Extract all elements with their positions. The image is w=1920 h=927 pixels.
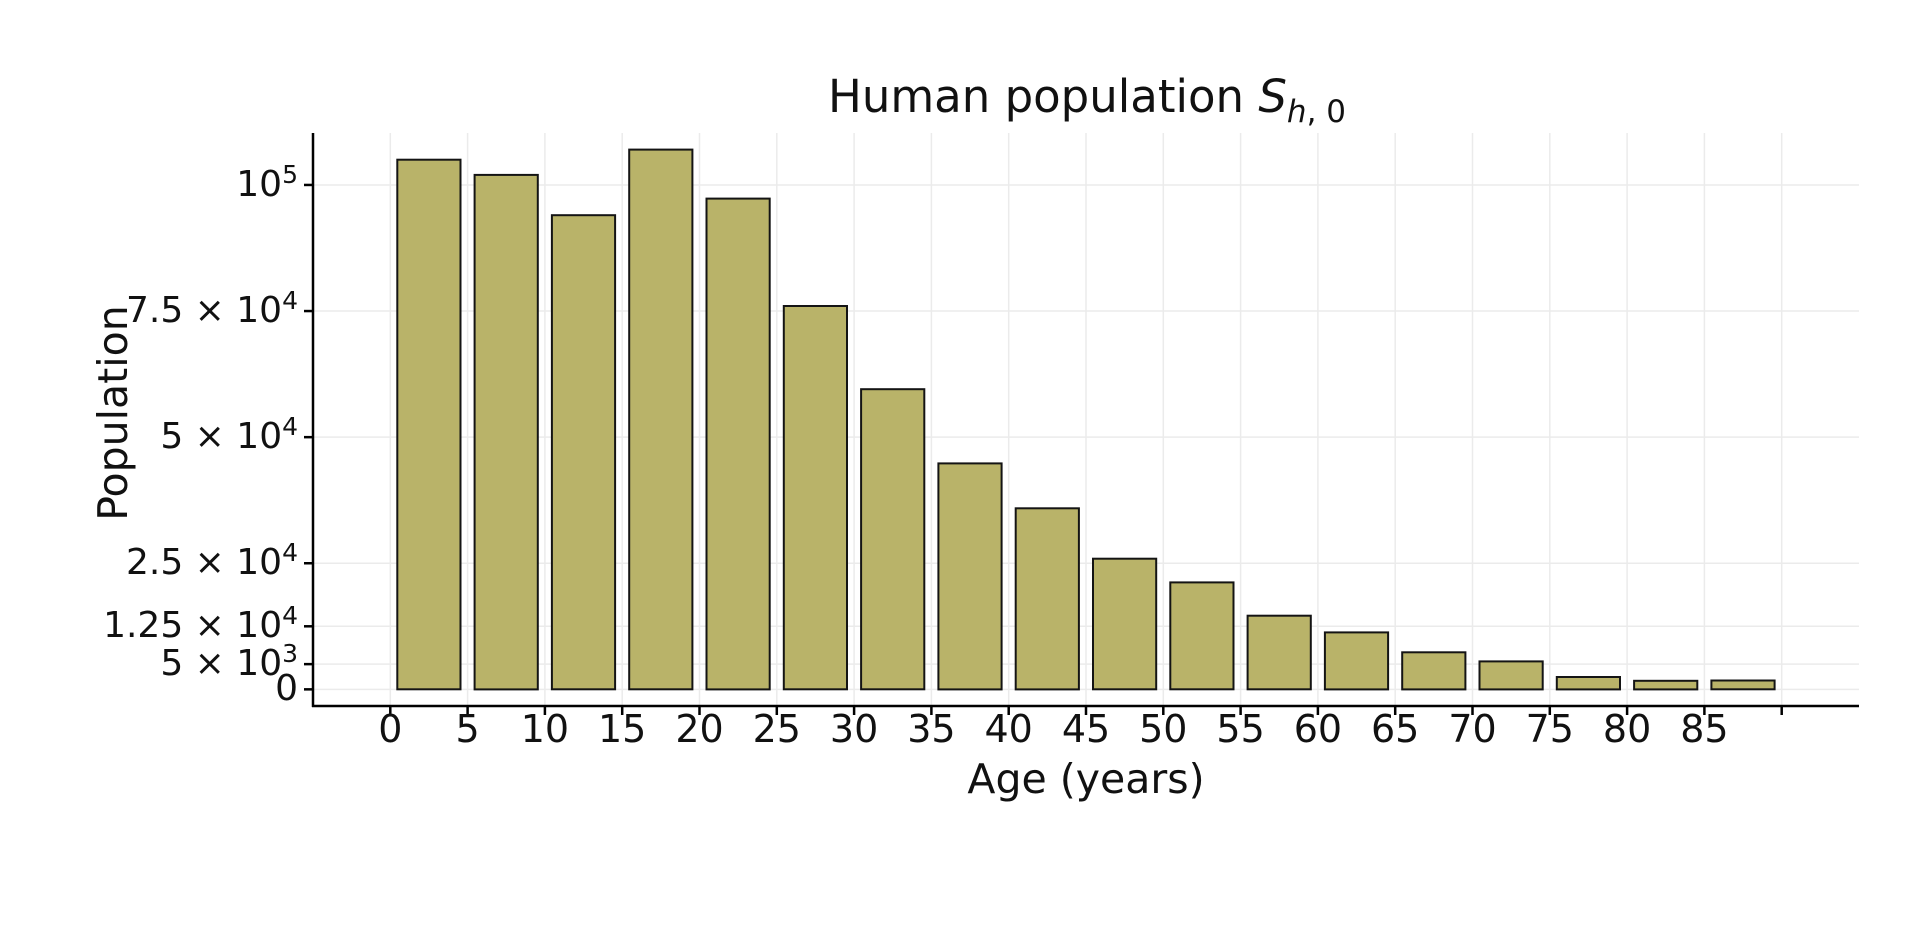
x-tick-label-30: 30 xyxy=(829,707,879,751)
x-tick-label-5: 5 xyxy=(455,707,480,751)
x-axis-label: Age (years) xyxy=(967,755,1205,803)
bar-age-45-50 xyxy=(1092,557,1158,691)
chart-title-subscript: h, 0 xyxy=(1286,94,1347,130)
x-tick-label-10: 10 xyxy=(520,707,570,751)
y-tick-label-25000: 2.5 × 104 xyxy=(125,538,298,584)
x-tick-label-50: 50 xyxy=(1139,707,1188,751)
bar-age-10-15 xyxy=(550,214,617,691)
bar-age-20-25 xyxy=(705,197,771,691)
bar-age-65-70 xyxy=(1401,651,1467,691)
bar-age-80-85 xyxy=(1633,679,1699,691)
x-tick-label-65: 65 xyxy=(1371,707,1420,751)
x-tick-label-80: 80 xyxy=(1602,707,1652,751)
y-tick-label-100000: 105 xyxy=(236,159,298,205)
bar-age-5-10 xyxy=(473,173,539,691)
y-tick-label-0: 0 xyxy=(275,668,298,710)
y-tick-label-12500: 1.25 × 104 xyxy=(103,601,298,647)
bar-age-15-20 xyxy=(628,148,694,691)
bar-age-50-55 xyxy=(1169,581,1235,691)
bar-age-75-80 xyxy=(1555,676,1622,691)
bar-age-0-5 xyxy=(396,158,462,691)
chart-title: Human population Sh, 0 xyxy=(828,72,1346,129)
x-tick-label-75: 75 xyxy=(1525,707,1574,751)
x-tick-label-35: 35 xyxy=(907,707,956,751)
x-tick-label-20: 20 xyxy=(675,707,724,751)
y-tick-label-5000: 5 × 103 xyxy=(160,639,298,685)
bar-age-40-45 xyxy=(1014,507,1080,691)
x-tick-label-85: 85 xyxy=(1680,707,1729,751)
x-tick-label-0: 0 xyxy=(378,707,403,751)
x-tick-label-40: 40 xyxy=(984,707,1033,751)
x-tick-label-25: 25 xyxy=(752,707,801,751)
x-tick-label-55: 55 xyxy=(1216,707,1265,751)
y-tick-label-50000: 5 × 104 xyxy=(160,412,298,458)
x-tick-label-15: 15 xyxy=(598,707,647,751)
y-tick-label-75000: 7.5 × 104 xyxy=(125,286,298,332)
bar-age-30-35 xyxy=(860,388,926,691)
bar-age-25-30 xyxy=(782,305,848,691)
bar-age-35-40 xyxy=(937,462,1003,691)
bar-age-85-90 xyxy=(1710,679,1776,691)
chart-title-text: Human population xyxy=(827,70,1259,123)
x-tick-label-60: 60 xyxy=(1293,707,1343,751)
x-tick-label-70: 70 xyxy=(1448,707,1497,751)
bar-age-60-65 xyxy=(1323,631,1390,691)
chart-title-math-var: S xyxy=(1258,70,1287,123)
bar-age-55-60 xyxy=(1246,614,1312,691)
x-tick-label-45: 45 xyxy=(1061,707,1111,751)
bar-age-70-75 xyxy=(1478,660,1544,691)
